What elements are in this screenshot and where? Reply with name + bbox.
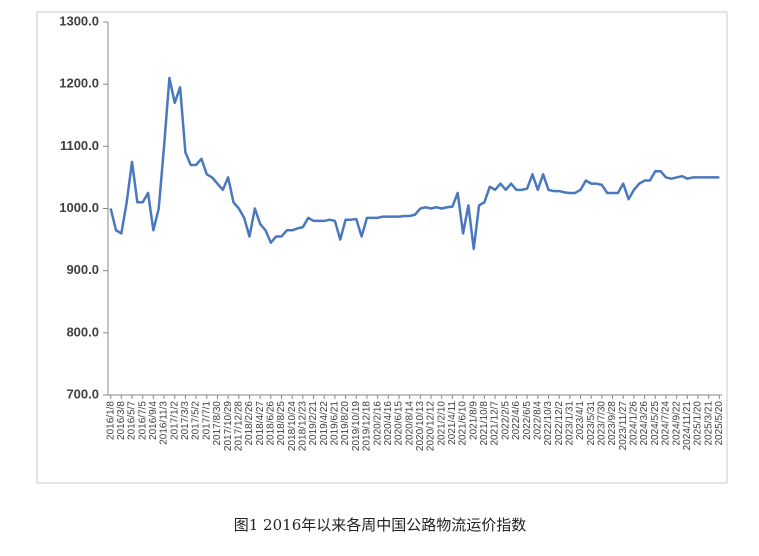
x-tick-label: 2017/10/29 [223, 401, 234, 451]
x-tick-label: 2020/2/16 [372, 401, 383, 446]
x-tick-label: 2024/3/26 [639, 401, 650, 446]
x-tick-label: 2017/8/30 [212, 401, 223, 446]
x-tick-label: 2017/3/3 [180, 401, 191, 440]
x-tick-label: 2022/12/2 [554, 401, 565, 446]
series-line [109, 76, 720, 251]
x-tick-label: 2018/8/25 [276, 401, 287, 446]
x-tick-label: 2025/3/21 [703, 401, 714, 446]
x-tick-label: 2024/7/24 [661, 401, 672, 446]
x-tick-label: 2023/9/28 [607, 401, 618, 446]
x-tick-label: 2024/1/26 [629, 401, 640, 446]
x-tick-label: 2020/4/16 [383, 401, 394, 446]
x-tick-label: 2021/8/9 [468, 401, 479, 440]
caption: 图1 2016年以来各周中国公路物流运价指数 [234, 516, 527, 534]
y-tick-label: 800.0 [66, 324, 99, 339]
y-tick-label: 1000.0 [59, 200, 99, 215]
x-tick-label: 2016/7/5 [137, 401, 148, 440]
x-tick-label: 2025/5/20 [714, 401, 725, 446]
x-tick-label: 2023/11/27 [618, 401, 629, 451]
x-tick-label: 2021/2/10 [436, 401, 447, 446]
x-tick-label: 2024/9/22 [671, 401, 682, 446]
x-tick-label: 2017/5/2 [191, 401, 202, 440]
x-tick-label: 2019/12/18 [362, 401, 373, 451]
x-tick-label: 2024/5/25 [650, 401, 661, 446]
x-tick-label: 2019/2/21 [308, 401, 319, 446]
x-tick-label: 2025/1/20 [693, 401, 704, 446]
x-tick-label: 2018/10/24 [287, 401, 298, 451]
x-tick-label: 2020/6/15 [394, 401, 405, 446]
x-tick-label: 2022/10/3 [543, 401, 554, 446]
x-tick-label: 2016/1/8 [105, 401, 116, 440]
x-tick-label: 2022/6/5 [522, 401, 533, 440]
y-tick-label: 1100.0 [60, 138, 99, 153]
x-tick-label: 2023/7/30 [597, 401, 608, 446]
y-tick-label: 1200.0 [59, 76, 99, 91]
x-tick-label: 2018/12/23 [298, 401, 309, 451]
x-tick-label: 2021/6/10 [458, 401, 469, 446]
x-tick-label: 2022/8/4 [532, 401, 543, 440]
x-tick-label: 2020/8/14 [404, 401, 415, 446]
x-tick-label: 2023/4/1 [575, 401, 586, 440]
x-tick-label: 2016/3/8 [116, 401, 127, 440]
x-tick-label: 2017/7/1 [201, 401, 212, 440]
y-tick-label: 700.0 [66, 386, 99, 401]
x-tick-label: 2019/6/21 [330, 401, 341, 446]
x-tick-label: 2019/8/20 [340, 401, 351, 446]
x-tick-label: 2023/5/31 [586, 401, 597, 446]
x-tick-label: 2018/4/27 [255, 401, 266, 446]
y-tick-label: 1300.0 [59, 13, 99, 28]
x-tick-label: 2019/10/19 [351, 401, 362, 451]
x-tick-label: 2018/2/26 [244, 401, 255, 446]
x-tick-label: 2016/9/4 [148, 401, 159, 440]
x-tick-label: 2019/4/22 [319, 401, 330, 446]
x-tick-label: 2021/12/7 [490, 401, 501, 446]
x-tick-label: 2022/2/5 [500, 401, 511, 440]
x-tick-label: 2021/10/8 [479, 401, 490, 446]
x-tick-label: 2020/10/13 [415, 401, 426, 451]
x-tick-label: 2017/1/2 [169, 401, 180, 440]
x-tick-label: 2016/11/3 [159, 401, 170, 445]
x-tick-label: 2022/4/6 [511, 401, 522, 440]
x-tick-label: 2020/12/12 [426, 401, 437, 451]
x-tick-label: 2021/4/11 [447, 401, 458, 445]
x-tick-label: 2024/11/21 [682, 401, 693, 451]
x-tick-label: 2018/6/26 [265, 401, 276, 446]
x-tick-label: 2016/5/7 [127, 401, 138, 440]
x-tick-label: 2017/12/28 [233, 401, 244, 451]
y-tick-label: 900.0 [66, 262, 99, 277]
chart-frame [36, 11, 728, 484]
x-tick-label: 2023/1/31 [564, 401, 575, 446]
